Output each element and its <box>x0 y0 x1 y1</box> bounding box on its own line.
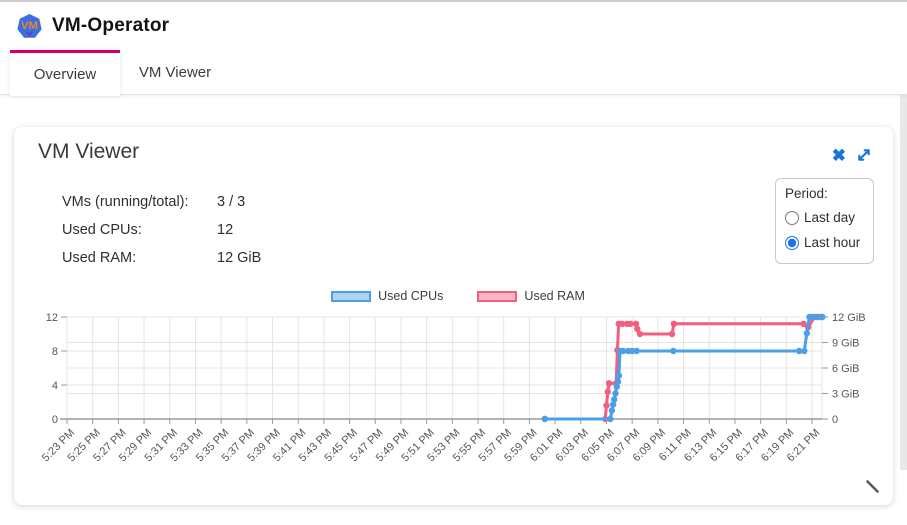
legend-label: Used CPUs <box>378 289 444 303</box>
svg-text:12: 12 <box>46 312 58 324</box>
legend-label: Used RAM <box>524 289 585 303</box>
last-hour-label: Last hour <box>804 235 861 250</box>
svg-text:3 GiB: 3 GiB <box>832 389 860 401</box>
used-cpus-swatch <box>331 290 372 302</box>
used-ram-swatch <box>477 290 518 302</box>
expand-icon[interactable] <box>855 146 873 164</box>
svg-text:8: 8 <box>52 346 58 358</box>
usage-chart: 5:23 PM5:25 PM5:27 PM5:29 PM5:31 PM5:33 … <box>40 312 866 464</box>
last-hour-radio[interactable] <box>785 235 799 250</box>
svg-text:0: 0 <box>52 414 58 426</box>
svg-text:0: 0 <box>832 414 838 426</box>
window-top-border <box>0 0 907 2</box>
app-header: VM VM-Operator <box>0 2 907 50</box>
svg-text:9 GiB: 9 GiB <box>832 338 860 350</box>
stat-label: Used CPUs: <box>62 222 142 238</box>
stat-label: VMs (running/total): <box>62 194 189 210</box>
period-option-last-day[interactable]: Last day <box>785 205 864 230</box>
stat-value: 12 GiB <box>217 250 262 266</box>
svg-text:VM: VM <box>21 20 38 32</box>
chart-legend: Used CPUs Used RAM <box>22 287 894 305</box>
stat-value: 12 <box>217 222 234 238</box>
stat-value: 3 / 3 <box>217 194 246 210</box>
tab-bar: Overview VM Viewer <box>0 50 907 96</box>
svg-text:6 GiB: 6 GiB <box>832 363 860 375</box>
resize-handle[interactable] <box>863 477 883 497</box>
panel-title: VM Viewer <box>38 140 140 163</box>
vm-viewer-panel: VM Viewer ✖ VMs (running/total): 3 / 3 U… <box>14 127 893 505</box>
stat-row-ram: Used RAM: 12 GiB <box>62 244 261 272</box>
scrollbar[interactable] <box>900 2 907 470</box>
usage-chart-area: Used CPUs Used RAM 5:23 PM 5:25 PM 5:27 PM… <box>22 287 894 478</box>
stat-row-vms: VMs (running/total): 3 / 3 <box>62 188 261 216</box>
period-selector: Period: Last day Last hour <box>775 178 874 264</box>
close-icon[interactable]: ✖ <box>831 145 846 165</box>
stat-row-cpus: Used CPUs: 12 <box>62 216 261 244</box>
last-day-label: Last day <box>804 210 856 225</box>
vm-stats: VMs (running/total): 3 / 3 Used CPUs: 12… <box>62 188 261 272</box>
period-option-last-hour[interactable]: Last hour <box>785 230 864 255</box>
vm-operator-logo-icon: VM <box>17 13 42 38</box>
svg-text:12 GiB: 12 GiB <box>832 312 866 324</box>
stat-label: Used RAM: <box>62 250 137 266</box>
legend-item-used-ram[interactable]: Used RAM <box>477 289 585 303</box>
svg-text:4: 4 <box>52 380 58 392</box>
last-day-radio[interactable] <box>785 210 799 225</box>
period-label: Period: <box>785 186 828 201</box>
app-title: VM-Operator <box>52 15 170 36</box>
tab-vm-viewer[interactable]: VM Viewer <box>138 63 212 81</box>
legend-item-used-cpus[interactable]: Used CPUs <box>331 289 443 303</box>
tab-overview[interactable]: Overview <box>10 50 120 96</box>
